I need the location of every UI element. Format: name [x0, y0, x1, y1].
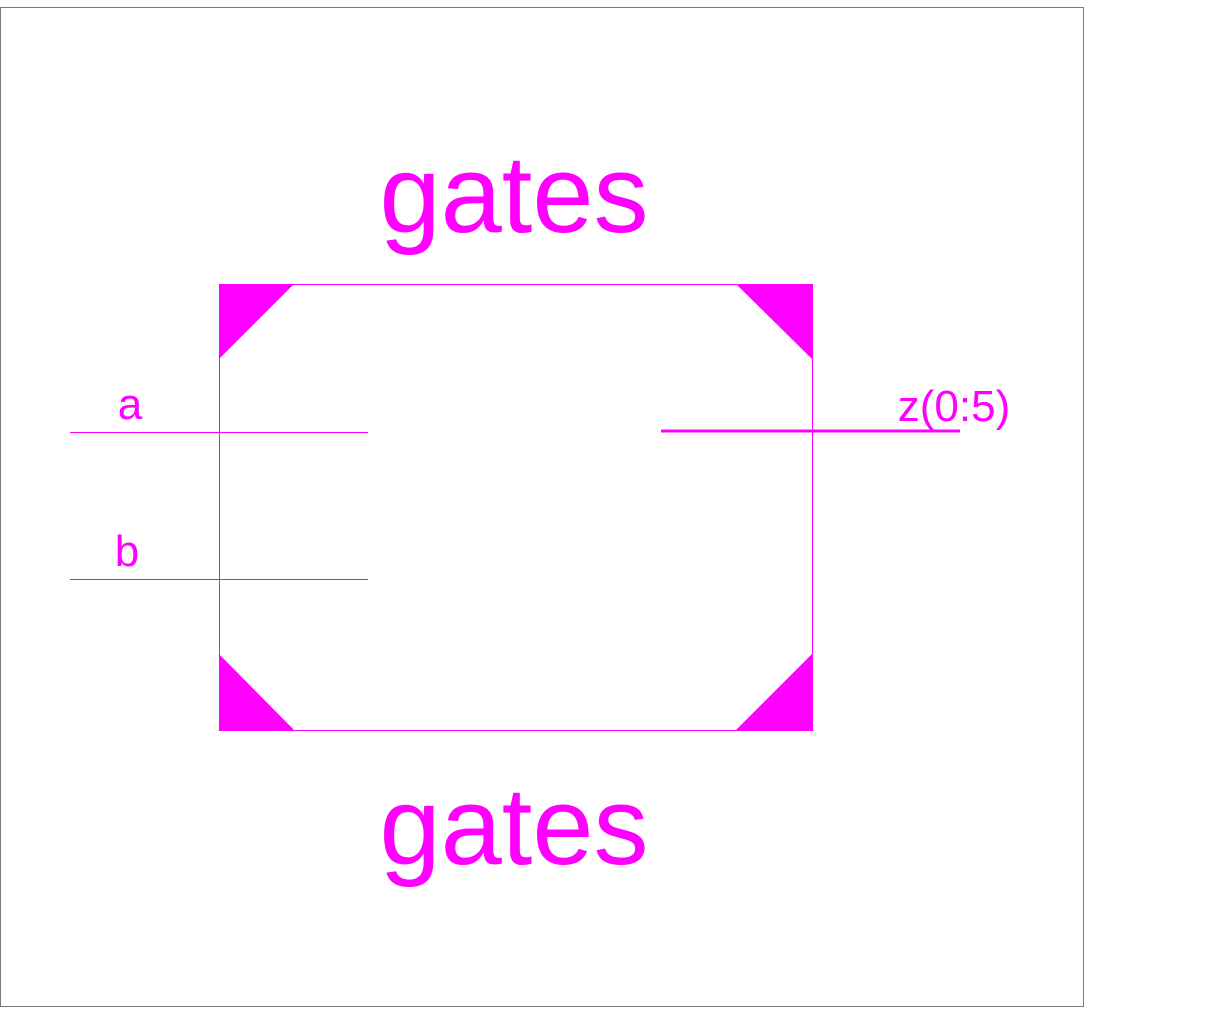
output-pin-z[interactable]: z(0:5) — [661, 382, 1010, 433]
pin-label-a: a — [118, 380, 143, 429]
corner-mark-bottom-left — [219, 654, 294, 730]
corner-mark-top-right — [736, 284, 812, 359]
pin-label-z: z(0:5) — [898, 382, 1010, 431]
input-pin-a[interactable]: a — [70, 380, 368, 433]
symbol-body — [219, 284, 813, 731]
corner-mark-top-left — [219, 284, 294, 359]
input-pin-b[interactable]: b — [70, 527, 368, 580]
corner-mark-bottom-right — [736, 654, 812, 730]
symbol-name-bottom: gates — [379, 765, 648, 888]
pin-label-b: b — [115, 527, 139, 576]
symbol-name-top: gates — [379, 133, 648, 256]
sheet-frame — [0, 7, 1084, 1007]
